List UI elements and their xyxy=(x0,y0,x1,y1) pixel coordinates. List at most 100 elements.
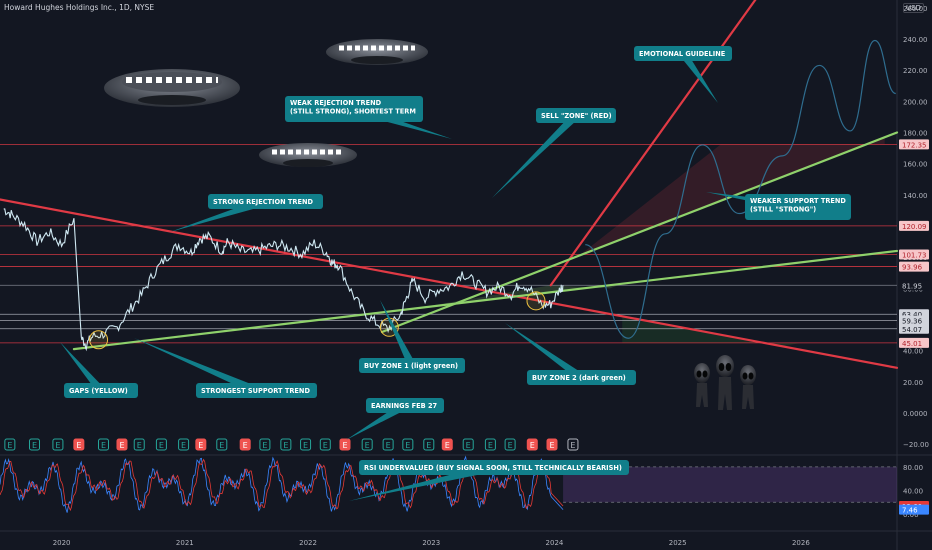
earnings-marker-label: E xyxy=(262,441,267,450)
price-tick-label: 160.00 xyxy=(903,161,928,169)
rsi-tick-label: 80.00 xyxy=(903,464,923,472)
callout-label: EMOTIONAL GUIDELINE xyxy=(639,50,726,58)
rsi-tick-label: 40.00 xyxy=(903,487,923,495)
gap-marker xyxy=(89,330,109,350)
earnings-marker xyxy=(504,438,516,451)
price-level-label: 63.40 xyxy=(902,311,922,319)
callout-box xyxy=(634,46,732,61)
earnings-marker xyxy=(195,438,207,451)
price-level-label: 59.36 xyxy=(902,318,923,326)
callout-box xyxy=(64,383,138,398)
earnings-marker-label: E xyxy=(119,441,124,450)
price-levels-layer xyxy=(0,144,897,344)
time-tick-label: 2024 xyxy=(546,539,564,547)
price-series-layer xyxy=(3,208,564,352)
callout-pointer xyxy=(134,338,259,395)
earnings-marker xyxy=(133,438,145,451)
callout-box xyxy=(208,194,323,209)
buy-zone-2 xyxy=(622,316,801,347)
time-tick-label: 2020 xyxy=(53,539,71,547)
callout-box xyxy=(527,370,636,385)
time-tick-label: 2021 xyxy=(176,539,194,547)
callout-pointer xyxy=(380,300,416,368)
price-tick-label: 180.00 xyxy=(903,129,928,137)
price-tick-label: 140.00 xyxy=(903,192,928,200)
earnings-marker xyxy=(319,438,331,451)
price-tick-label: 240.00 xyxy=(903,36,928,44)
earnings-marker-label: E xyxy=(323,441,328,450)
price-axis: 260.00 240.00 220.00 200.00 180.00 160.00 140.… xyxy=(899,5,929,449)
price-level-badge xyxy=(899,139,929,150)
time-tick-label: 2026 xyxy=(792,539,810,547)
alien-graphic xyxy=(716,355,734,410)
time-tick-label: 2023 xyxy=(422,539,440,547)
price-level-label: 172.35 xyxy=(902,141,927,149)
price-level-label: 45.01 xyxy=(902,340,922,348)
price-level-badge xyxy=(899,249,929,260)
callouts-layer: STRONG REJECTION TREND WEAK REJECTION TRE… xyxy=(60,46,851,501)
earnings-marker-label: E xyxy=(32,441,37,450)
price-level-label: 93.96 xyxy=(902,264,923,272)
earnings-marker xyxy=(155,438,167,451)
earnings-marker-label: E xyxy=(219,441,224,450)
price-line xyxy=(3,208,564,352)
callout-label: SELL "ZONE" (RED) xyxy=(541,112,612,120)
earnings-marker-label: E xyxy=(405,441,410,450)
earnings-marker-label: E xyxy=(7,441,12,450)
gap-marker xyxy=(526,291,546,311)
earnings-marker xyxy=(546,438,558,451)
price-level-label: 101.73 xyxy=(902,251,927,259)
earnings-marker-label: E xyxy=(488,441,493,450)
price-tick-label: 0.0000 xyxy=(903,410,928,418)
callout-box xyxy=(196,383,317,398)
earnings-marker-label: E xyxy=(386,441,391,450)
trend-lines-layer xyxy=(0,0,899,369)
callout-pointer xyxy=(679,51,718,103)
trend-line xyxy=(380,131,899,334)
callout-label: WEAKER SUPPORT TREND (STILL "STRONG") xyxy=(750,197,846,214)
earnings-marker xyxy=(29,438,40,451)
price-level-badge xyxy=(899,280,929,291)
price-level-badge xyxy=(899,220,929,231)
currency-badge[interactable]: USD xyxy=(903,3,924,13)
earnings-marker xyxy=(462,438,474,451)
earnings-marker-label: E xyxy=(365,441,370,450)
earnings-marker xyxy=(178,438,190,451)
trend-line xyxy=(0,198,899,369)
price-level-badge xyxy=(899,323,929,334)
callout-label: BUY ZONE 2 (dark green) xyxy=(532,374,626,382)
callout-box xyxy=(359,460,629,475)
callout-pointer xyxy=(492,112,579,198)
earnings-marker xyxy=(484,438,496,451)
earnings-marker-label: E xyxy=(243,441,248,450)
symbol-title[interactable]: Howard Hughes Holdings Inc., 1D, NYSE xyxy=(4,3,155,12)
earnings-marker-label: E xyxy=(570,441,575,450)
alien-graphic xyxy=(740,365,756,409)
earnings-marker-label: E xyxy=(303,441,308,450)
zones-layer xyxy=(412,137,885,347)
callout-label: RSI UNDERVALUED (BUY SIGNAL SOON, STILL … xyxy=(364,464,622,472)
ufo-graphic xyxy=(104,69,240,107)
earnings-marker-label: E xyxy=(159,441,164,450)
price-tick-label: 260.00 xyxy=(903,5,928,13)
earnings-marker xyxy=(361,438,373,451)
callout-label: STRONGEST SUPPORT TREND xyxy=(201,387,310,395)
earnings-marker-label: E xyxy=(198,441,203,450)
earnings-marker xyxy=(526,438,538,451)
earnings-marker xyxy=(402,438,414,451)
earnings-marker xyxy=(567,438,579,451)
earnings-marker-label: E xyxy=(137,441,142,450)
earnings-marker xyxy=(382,438,394,451)
ufo-graphic xyxy=(326,39,428,65)
price-tick-label: 200.00 xyxy=(903,98,928,106)
callout-label: EARNINGS FEB 27 xyxy=(371,402,438,410)
callout-label: WEAK REJECTION TREND (STILL STRONG), SHOR… xyxy=(290,99,416,116)
trend-line xyxy=(72,249,899,351)
price-tick-label: 220.00 xyxy=(903,67,928,75)
callout-label: GAPS (YELLOW) xyxy=(69,387,128,395)
callout-box xyxy=(536,108,616,123)
callout-label: BUY ZONE 1 (light green) xyxy=(364,362,458,370)
earnings-marker xyxy=(73,438,85,451)
